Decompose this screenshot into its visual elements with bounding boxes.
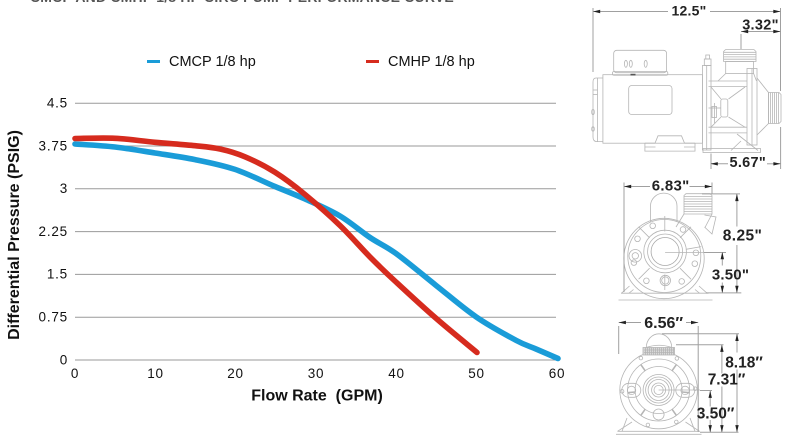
svg-text:Differential Pressure (PSIG): Differential Pressure (PSIG) [6, 130, 23, 340]
svg-text:3.50": 3.50" [712, 267, 749, 284]
svg-text:12.5": 12.5" [672, 3, 707, 19]
svg-text:30: 30 [308, 366, 325, 381]
svg-text:6.56′′: 6.56′′ [644, 315, 683, 332]
svg-text:4.5: 4.5 [47, 96, 68, 111]
svg-text:CMCP 1/8 hp: CMCP 1/8 hp [169, 54, 256, 70]
svg-text:CMHP 1/8 hp: CMHP 1/8 hp [388, 54, 475, 70]
svg-text:8.18′′: 8.18′′ [725, 355, 763, 372]
svg-text:2.25: 2.25 [39, 224, 68, 239]
svg-text:3.50′′: 3.50′′ [697, 405, 735, 422]
svg-text:5.67": 5.67" [729, 155, 766, 171]
svg-text:20: 20 [227, 366, 244, 381]
svg-text:3.32": 3.32" [742, 17, 779, 33]
svg-text:50: 50 [468, 366, 485, 381]
svg-text:6.83": 6.83" [652, 177, 690, 194]
svg-text:7.31′′: 7.31′′ [708, 372, 746, 389]
svg-text:40: 40 [388, 366, 405, 381]
svg-text:3.75: 3.75 [39, 138, 68, 153]
svg-text:10: 10 [147, 366, 164, 381]
svg-text:60: 60 [549, 366, 566, 381]
svg-text:3: 3 [60, 181, 68, 196]
svg-text:0: 0 [60, 352, 68, 367]
svg-text:8.25": 8.25" [723, 228, 763, 245]
svg-text:1.5: 1.5 [47, 267, 68, 282]
svg-text:0.75: 0.75 [39, 310, 68, 325]
svg-text:0: 0 [71, 366, 79, 381]
svg-text:Flow Rate (GPM): Flow Rate (GPM) [251, 388, 383, 405]
